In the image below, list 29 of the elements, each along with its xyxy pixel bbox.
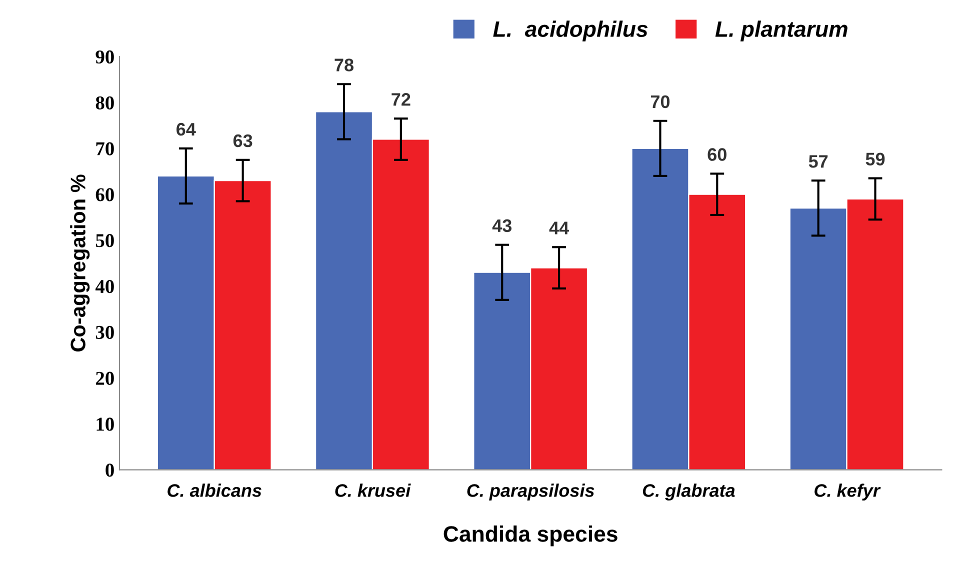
data-label: 63 xyxy=(233,134,252,148)
y-tick-label: 0 xyxy=(106,464,114,477)
y-axis-title: Co-aggregation % xyxy=(70,174,90,352)
y-tick-label: 30 xyxy=(96,326,114,339)
y-tick-label: 40 xyxy=(95,280,114,294)
x-tick-label: C. kefyr xyxy=(814,484,881,500)
x-tick-label: C. albicans xyxy=(168,484,262,497)
legend-label: L. plantarum xyxy=(715,20,848,42)
x-tick-label: C. parapsilosis xyxy=(467,484,594,500)
y-tick-label: 20 xyxy=(96,372,114,385)
legend-label: L. acidophilus xyxy=(493,20,648,42)
x-axis-title: Candida species xyxy=(444,526,618,546)
data-label: 72 xyxy=(392,93,410,106)
data-label: 64 xyxy=(176,122,196,136)
y-tick-label: 80 xyxy=(96,96,114,110)
y-tick-label: 50 xyxy=(96,234,114,248)
data-label: 70 xyxy=(650,95,670,108)
x-tick-label: C. krusei xyxy=(335,484,411,497)
data-label: 43 xyxy=(492,219,512,232)
y-tick-label: 10 xyxy=(96,418,114,431)
x-tick-label: C. glabrata xyxy=(642,484,735,500)
y-tick-label: 60 xyxy=(96,188,114,202)
data-label: 60 xyxy=(708,148,726,161)
data-label: 59 xyxy=(866,152,885,166)
data-label: 57 xyxy=(808,155,828,168)
data-label: 78 xyxy=(334,58,354,72)
data-label: 44 xyxy=(549,222,569,234)
y-tick-label: 70 xyxy=(96,142,114,156)
y-tick-label: 90 xyxy=(96,50,114,64)
